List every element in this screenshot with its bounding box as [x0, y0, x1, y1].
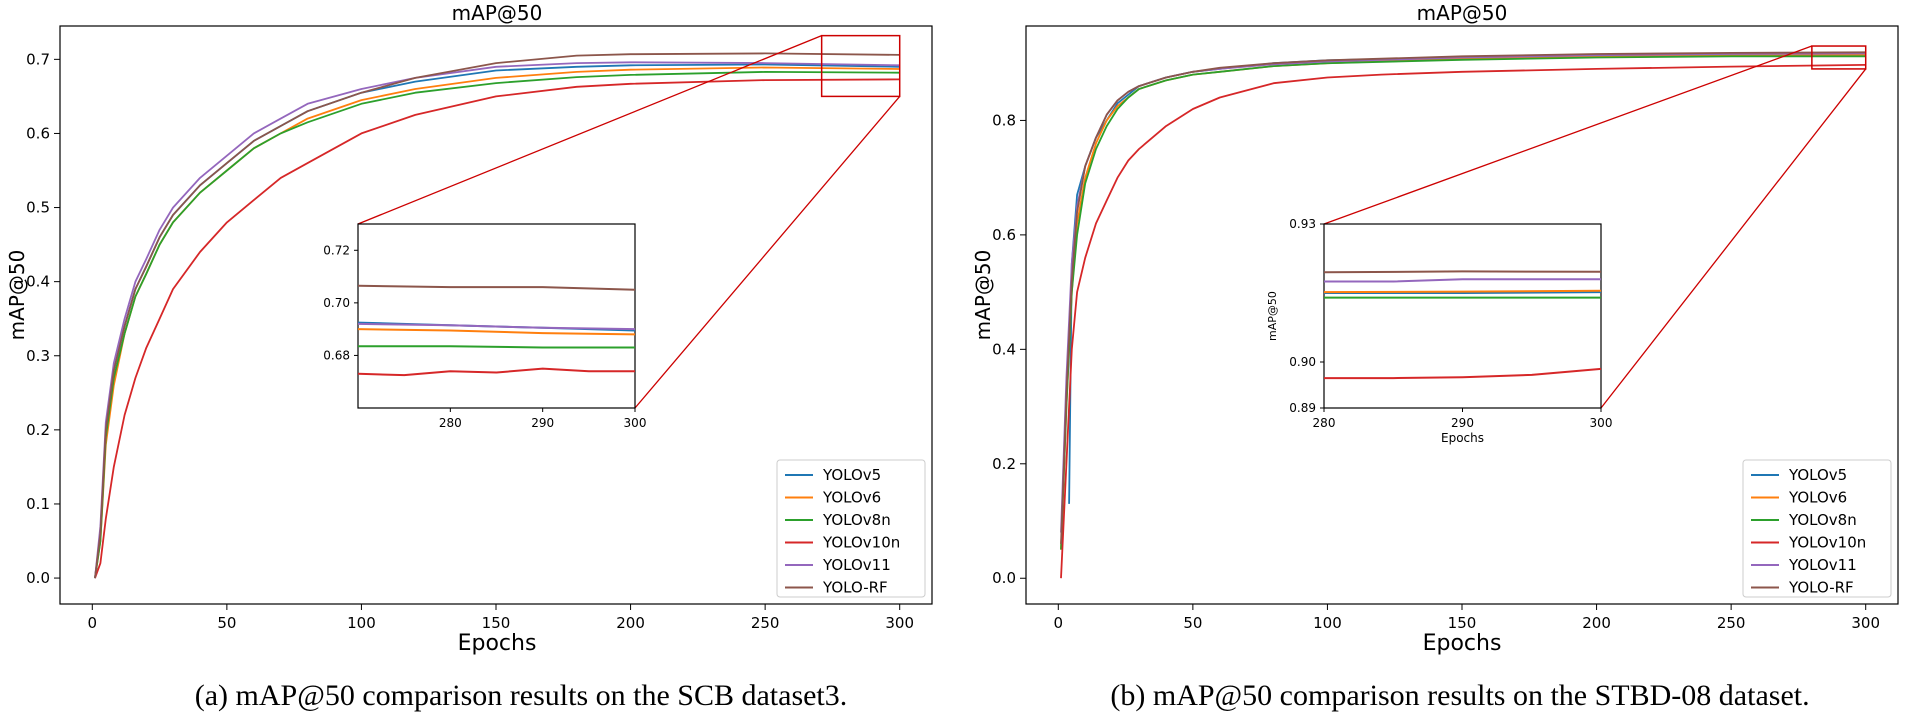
legend-label-yolov11-a: YOLOv11: [822, 556, 891, 574]
inset-series-line-yolov8n-a: [358, 345, 635, 349]
legend-a: [776, 459, 926, 598]
inset-series-line-yolov11-a: [357, 322, 636, 331]
y-tick-label-b: 0.2: [992, 455, 1016, 473]
x-axis-label-b: Epochs: [1423, 631, 1502, 656]
inset-x-axis-label-b: Epochs: [1441, 431, 1484, 445]
x-tick-label-a: 200: [616, 614, 645, 632]
legend-label-yolo-rf-b: YOLO-RF: [1788, 579, 1854, 597]
x-tick-label-b: 50: [1183, 614, 1202, 632]
caption-a: (a) mAP@50 comparison results on the SCB…: [195, 679, 848, 712]
inset-x-tick-label-a: 290: [531, 416, 554, 430]
y-tick-label-a: 0.3: [26, 347, 50, 365]
x-tick-label-a: 150: [482, 614, 511, 632]
legend-label-yolov10n-a: YOLOv10n: [822, 534, 900, 552]
inset-series-line-yolov5-b: [1324, 291, 1602, 294]
x-tick-label-b: 100: [1313, 614, 1342, 632]
legend-label-yolov6-a: YOLOv6: [822, 489, 881, 507]
inset-series-line-yolov10n-a: [357, 367, 635, 377]
x-tick-label-b: 0: [1054, 614, 1064, 632]
legend-label-yolov8n-a: YOLOv8n: [822, 511, 891, 529]
inset-series-line-yolov10n-b: [1324, 367, 1602, 380]
x-tick-label-a: 300: [885, 614, 914, 632]
zoom-box-b: [1811, 45, 1867, 70]
inset-y-tick-label-b: 0.90: [1289, 355, 1316, 369]
inset-series-line-yolov6-b: [1323, 289, 1602, 294]
x-tick-label-b: 300: [1851, 614, 1880, 632]
inset-x-tick-label-a: 300: [624, 416, 647, 430]
legend-label-yolov6-b: YOLOv6: [1788, 489, 1847, 507]
inset-y-tick-label-a: 0.70: [323, 296, 350, 310]
series-line-yolov11-a: [94, 61, 900, 579]
y-tick-label-b: 0.8: [992, 111, 1016, 129]
chart-title-b: mAP@50: [1417, 1, 1508, 25]
chart-title-a: mAP@50: [452, 1, 543, 25]
y-tick-label-b: 0.6: [992, 226, 1016, 244]
y-tick-label-a: 0.6: [26, 124, 50, 142]
zoom-connector-a: [357, 35, 822, 225]
legend-label-yolov5-a: YOLOv5: [822, 466, 881, 484]
x-tick-label-a: 0: [88, 614, 98, 632]
zoom-connector-b: [1600, 68, 1867, 409]
inset-series-line-yolov11-b: [1324, 278, 1601, 283]
series-line-yolo-rf-a: [94, 52, 900, 579]
series-line-yolov8n-b: [1060, 55, 1866, 550]
legend-label-yolo-rf-a: YOLO-RF: [822, 579, 888, 597]
inset-x-tick-label-b: 290: [1451, 416, 1474, 430]
x-tick-label-a: 100: [347, 614, 376, 632]
y-tick-label-a: 0.7: [26, 50, 50, 68]
legend-b: [1742, 459, 1892, 598]
inset-x-tick-label-b: 280: [1313, 416, 1336, 430]
y-tick-label-b: 0.0: [992, 569, 1016, 587]
y-axis-label-a: mAP@50: [5, 250, 29, 341]
legend-label-yolov11-b: YOLOv11: [1788, 556, 1857, 574]
y-tick-label-a: 0.4: [26, 273, 50, 291]
y-tick-label-a: 0.1: [26, 495, 50, 513]
zoom-connector-b: [1323, 45, 1813, 225]
series-line-yolov8n-a: [94, 71, 900, 579]
y-tick-label-a: 0.2: [26, 421, 50, 439]
inset-series-line-yolov6-a: [357, 328, 636, 336]
y-tick-label-a: 0.5: [26, 199, 50, 217]
inset-y-tick-label-a: 0.72: [323, 243, 350, 257]
inset-y-tick-label-b: 0.89: [1289, 401, 1316, 415]
caption-b: (b) mAP@50 comparison results on the STB…: [1110, 679, 1809, 712]
y-tick-label-a: 0.0: [26, 569, 50, 587]
x-tick-label-a: 250: [751, 614, 780, 632]
zoom-connector-a: [634, 95, 901, 409]
chart-panel-b: mAP@50 mAP@50 Epochs (b) mAP@50 comparis…: [971, 1, 1899, 712]
series-line-yolov10n-a: [94, 78, 900, 579]
inset-y-tick-label-a: 0.68: [323, 348, 350, 362]
x-tick-label-b: 200: [1582, 614, 1611, 632]
inset-y-axis-label-b: mAP@50: [1266, 291, 1279, 341]
inset-x-tick-label-b: 300: [1590, 416, 1613, 430]
inset-frame-a: [357, 223, 636, 409]
y-tick-label-b: 0.4: [992, 340, 1016, 358]
x-tick-label-b: 250: [1717, 614, 1746, 632]
x-tick-label-b: 150: [1448, 614, 1477, 632]
inset-series-line-yolo-rf-b: [1323, 270, 1602, 274]
series-line-yolo-rf-b: [1060, 51, 1866, 544]
inset-frame-b: [1323, 223, 1602, 409]
inset-x-tick-label-a: 280: [439, 416, 462, 430]
x-tick-label-a: 50: [217, 614, 236, 632]
chart-panel-a: mAP@50 mAP@50 Epochs (a) mAP@50 comparis…: [5, 1, 933, 712]
legend-label-yolov8n-b: YOLOv8n: [1788, 511, 1857, 529]
inset-series-line-yolo-rf-a: [357, 284, 636, 291]
y-axis-label-b: mAP@50: [971, 250, 995, 341]
series-line-yolov10n-b: [1060, 64, 1866, 579]
x-axis-label-a: Epochs: [458, 631, 537, 656]
legend-label-yolov10n-b: YOLOv10n: [1788, 534, 1866, 552]
inset-y-tick-label-b: 0.93: [1289, 217, 1316, 231]
legend-label-yolov5-b: YOLOv5: [1788, 466, 1847, 484]
zoom-box-a: [820, 34, 901, 98]
